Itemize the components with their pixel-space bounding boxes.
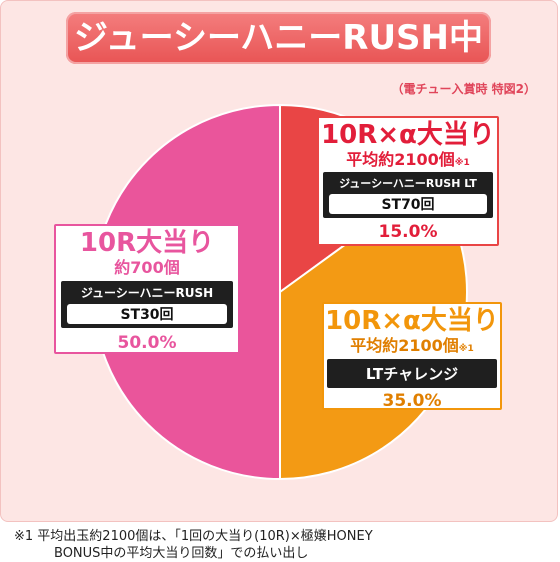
- condition-note: （電チュー入賞時 特図2）: [391, 82, 536, 96]
- mode-name: ジューシーハニーRUSH LT: [339, 177, 477, 190]
- mode-bar: LTチャレンジ: [327, 359, 497, 388]
- slice-sub: 平均約2100個※1: [346, 150, 470, 169]
- footnote: ※1 平均出玉約2100個は、「1回の大当り(10R)×極嬢HONEY BONU…: [14, 528, 373, 562]
- mode-bar: ジューシーハニーRUSH LT ST70回: [323, 172, 493, 218]
- slice-percent: 35.0%: [382, 391, 442, 411]
- mode-bar: ジューシーハニーRUSH ST30回: [61, 281, 233, 328]
- footnote-line-1: ※1 平均出玉約2100個は、「1回の大当り(10R)×極嬢HONEY: [14, 529, 373, 544]
- slice-percent: 50.0%: [117, 333, 177, 353]
- st-count: ST30回: [67, 304, 227, 324]
- slice-label-lt: 10R×α大当り 平均約2100個※1 ジューシーハニーRUSH LT ST70…: [317, 116, 499, 246]
- chart-title: ジューシーハニーRUSH中: [66, 12, 491, 64]
- slice-title: 10R大当り: [79, 228, 215, 258]
- slice-title: 10R×α大当り: [321, 120, 495, 150]
- footnote-line-2: BONUS中の平均大当り回数」での払い出し: [54, 546, 309, 561]
- slice-sub: 約700個: [114, 258, 180, 277]
- slice-sub: 平均約2100個※1: [350, 336, 474, 355]
- slice-label-rush: 10R大当り 約700個 ジューシーハニーRUSH ST30回 50.0%: [54, 224, 240, 354]
- slice-title: 10R×α大当り: [325, 306, 499, 336]
- st-count: ST70回: [329, 194, 487, 214]
- slice-percent: 15.0%: [378, 222, 438, 242]
- slice-label-lt-challenge: 10R×α大当り 平均約2100個※1 LTチャレンジ 35.0%: [322, 302, 502, 410]
- mode-name: ジューシーハニーRUSH: [80, 286, 214, 300]
